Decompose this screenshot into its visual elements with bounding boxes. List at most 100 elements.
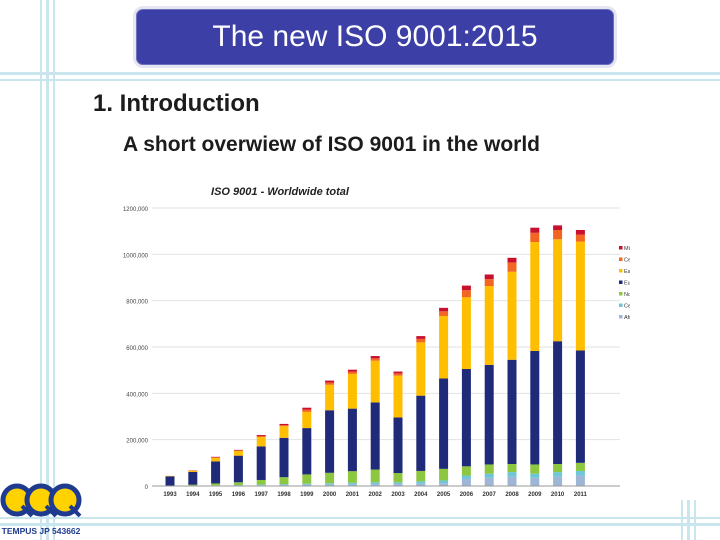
bar-segment — [507, 257, 517, 263]
bar-segment — [393, 482, 403, 485]
bar-segment — [439, 307, 449, 312]
legend-swatch — [619, 315, 623, 319]
bar-segment — [233, 450, 243, 452]
bar-segment — [188, 484, 198, 486]
bar-segment — [325, 472, 335, 484]
bar-segment — [484, 274, 494, 280]
bar-segment — [211, 461, 221, 484]
bar-segment — [507, 262, 517, 272]
bar-segment — [461, 479, 471, 486]
bar-segment — [256, 435, 266, 436]
bar-segment — [256, 484, 266, 486]
decor-line-right-1 — [681, 500, 683, 540]
bar-segment — [325, 484, 335, 486]
bar-segment — [393, 473, 403, 483]
bar-segment — [256, 446, 266, 480]
bar-segment — [575, 475, 585, 486]
bar-segment — [553, 341, 563, 464]
bar-segment — [188, 471, 198, 485]
bar-segment — [302, 407, 312, 410]
bar-segment — [553, 463, 563, 473]
tempus-logo: TEMPUS JP 543662 — [0, 483, 82, 536]
bar-segment — [302, 483, 312, 485]
bar-segment — [575, 350, 585, 463]
y-tick-label: 800,000 — [126, 300, 148, 306]
bar-segment — [302, 474, 312, 484]
bar-segment — [347, 369, 357, 372]
bar-segment — [279, 425, 289, 427]
bar-segment — [211, 483, 221, 486]
bar-segment — [370, 482, 380, 485]
x-tick-label: 1994 — [186, 492, 200, 498]
x-tick-label: 1993 — [163, 492, 177, 498]
section-heading: 1. Introduction — [93, 90, 260, 117]
legend-swatch — [619, 257, 623, 261]
bar-segment — [165, 476, 175, 486]
logo-caption: TEMPUS JP 543662 — [2, 526, 81, 536]
bar-segment — [256, 435, 266, 438]
bar-segment — [575, 470, 585, 476]
bar-segment — [325, 380, 335, 383]
bar-segment — [393, 375, 403, 418]
decor-line-right-3 — [694, 500, 696, 540]
x-tick-label: 2001 — [346, 492, 360, 498]
bar-segment — [211, 457, 221, 462]
bar-segment — [279, 437, 289, 478]
y-tick-label: 0 — [145, 485, 149, 491]
bar-segment — [370, 360, 380, 403]
bar-segment — [233, 482, 243, 486]
bar-segment — [347, 482, 357, 485]
bar-segment — [416, 336, 426, 339]
bar-segment — [507, 476, 517, 486]
bar-segment — [416, 342, 426, 396]
decor-line-top-1 — [0, 72, 720, 75]
bar-segment — [347, 371, 357, 374]
bar-segment — [461, 290, 471, 298]
qqq-logo-icon — [0, 483, 82, 518]
bar-segment — [393, 417, 403, 474]
bar-segment — [279, 426, 289, 438]
bar-segment — [439, 315, 449, 379]
bar-segment — [211, 457, 221, 458]
bar-segment — [553, 230, 563, 240]
x-tick-label: 2003 — [391, 492, 405, 498]
x-tick-label: 2002 — [369, 492, 383, 498]
decor-line-bottom-2 — [0, 523, 720, 526]
decor-line-bottom-1 — [0, 517, 720, 519]
legend-label: Africa — [624, 315, 630, 321]
y-tick-label: 400,000 — [126, 392, 148, 398]
y-tick-label: 1000,000 — [123, 253, 149, 259]
bar-segment — [484, 473, 494, 478]
iso-9001-stacked-bar-chart: ISO 9001 - Worldwide total 0 200,000 400,00… — [123, 186, 630, 498]
bar-segment — [393, 371, 403, 374]
bar-segment — [370, 358, 380, 361]
legend-swatch — [619, 280, 623, 284]
bar-segment — [461, 369, 471, 467]
bar-segment — [461, 475, 471, 480]
bar-segment — [530, 477, 540, 486]
bar-segment — [370, 469, 380, 483]
bar-segment — [507, 359, 517, 464]
bar-segment — [256, 437, 266, 447]
legend-label: Europe — [624, 281, 630, 287]
bar-segment — [553, 225, 563, 231]
bar-segment — [325, 382, 335, 385]
bar-segment — [484, 279, 494, 287]
bar-segment — [553, 239, 563, 342]
legend-swatch — [619, 292, 623, 296]
bar-segment — [507, 472, 517, 477]
decor-line-left-1 — [40, 0, 42, 540]
bar-segment — [302, 428, 312, 475]
bar-segment — [416, 470, 426, 482]
x-tick-label: 2008 — [505, 492, 519, 498]
bar-segment — [325, 483, 335, 485]
bar-segment — [302, 484, 312, 486]
decor-line-top-2 — [0, 79, 720, 81]
bar-segment — [530, 242, 540, 351]
bar-segment — [461, 285, 471, 291]
bar-segment — [233, 455, 243, 483]
x-tick-label: 2009 — [528, 492, 542, 498]
slide-title: The new ISO 9001:2015 — [133, 6, 617, 68]
legend-swatch — [619, 246, 623, 250]
bar-segment — [279, 484, 289, 486]
